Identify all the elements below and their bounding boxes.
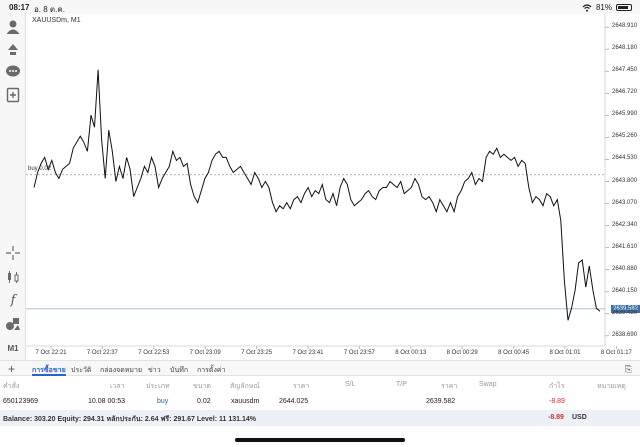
tab-news[interactable]: ข่าว bbox=[148, 367, 161, 374]
order-current-price: 2639.582 bbox=[426, 398, 456, 405]
col-profit: กำไร bbox=[549, 383, 565, 390]
y-tick-label: 2644.530 bbox=[612, 155, 638, 162]
objects-icon[interactable] bbox=[4, 315, 22, 333]
date: อ. 8 ต.ค. bbox=[34, 5, 65, 14]
x-tick-label: 7 Oct 23:57 bbox=[343, 350, 375, 356]
trade-arrows-icon[interactable] bbox=[4, 40, 22, 58]
price-series-line bbox=[33, 69, 601, 321]
order-id: 650123969 bbox=[3, 398, 39, 405]
x-tick-label: 7 Oct 23:41 bbox=[292, 350, 324, 356]
y-tick-label: 2645.260 bbox=[612, 133, 638, 140]
y-tick-label: 2647.450 bbox=[612, 67, 638, 74]
wifi-icon bbox=[582, 3, 592, 12]
y-tick-label: 2638.690 bbox=[612, 331, 638, 338]
chart-canvas[interactable] bbox=[26, 14, 640, 360]
x-tick-label: 8 Oct 01:17 bbox=[600, 350, 632, 356]
y-tick-label: 2642.340 bbox=[612, 221, 638, 228]
col-type: ประเภท bbox=[146, 383, 170, 390]
y-tick-label: 2643.800 bbox=[612, 177, 638, 184]
x-tick-label: 7 Oct 23:25 bbox=[241, 350, 273, 356]
col-swap: Swap bbox=[479, 381, 497, 388]
x-tick-label: 8 Oct 00:45 bbox=[498, 350, 530, 356]
x-tick-label: 7 Oct 23:09 bbox=[189, 350, 221, 356]
price-chart[interactable]: XAUUSDm, M1 buy 0.02 2639.582 2648.910 26… bbox=[26, 14, 640, 360]
x-tick-label: 8 Oct 01:01 bbox=[549, 350, 581, 356]
col-time: เวลา bbox=[110, 383, 125, 390]
status-bar: 08:17 อ. 8 ต.ค. 81% bbox=[0, 0, 640, 14]
table-row[interactable]: 650123969 10.08 00:53 buy 0.02 xauusdm 2… bbox=[0, 395, 640, 409]
x-tick-label: 7 Oct 22:21 bbox=[35, 350, 67, 356]
col-tp: T/P bbox=[396, 381, 407, 388]
add-icon[interactable]: + bbox=[8, 362, 16, 376]
y-tick-label: 2640.880 bbox=[612, 265, 638, 272]
crosshair-icon[interactable] bbox=[4, 244, 22, 262]
account-currency: USD bbox=[572, 414, 587, 421]
battery-icon bbox=[616, 4, 632, 11]
tab-settings[interactable]: การตั้งค่า bbox=[197, 367, 226, 374]
y-tick-label: 2648.180 bbox=[612, 45, 638, 52]
active-tab-indicator bbox=[32, 374, 66, 376]
status-indicators: 81% bbox=[582, 3, 632, 12]
y-tick-label: 2648.910 bbox=[612, 23, 638, 30]
y-tick-label: 2641.610 bbox=[612, 243, 638, 250]
col-comment: หมายเหตุ bbox=[597, 383, 626, 390]
col-price: ราคา bbox=[293, 383, 310, 390]
x-tick-label: 7 Oct 22:53 bbox=[138, 350, 170, 356]
new-order-icon[interactable] bbox=[4, 86, 22, 104]
y-tick-label: 2643.070 bbox=[612, 199, 638, 206]
col-symbol: สัญลักษณ์ bbox=[230, 383, 260, 390]
tab-journal[interactable]: บันทึก bbox=[170, 367, 189, 374]
order-open-price: 2644.025 bbox=[279, 398, 309, 405]
tab-mailbox[interactable]: กล่องจดหมาย bbox=[100, 367, 143, 374]
y-tick-label: 2640.150 bbox=[612, 287, 638, 294]
tab-history[interactable]: ประวัติ bbox=[71, 367, 92, 374]
terminal-tabs: + การซื้อขาย ประวัติ กล่องจดหมาย ข่าว บั… bbox=[0, 360, 640, 376]
chart-toolbar: f M1 bbox=[0, 14, 26, 360]
order-time: 10.08 00:53 bbox=[88, 398, 125, 405]
function-icon[interactable]: f bbox=[10, 292, 16, 308]
buy-line-label: buy 0.02 bbox=[28, 165, 52, 172]
balance-summary: Balance: 303.20 Equity: 294.31 หลักประกั… bbox=[3, 416, 256, 423]
order-type: buy bbox=[157, 398, 169, 405]
x-tick-label: 8 Oct 00:13 bbox=[395, 350, 427, 356]
person-icon[interactable] bbox=[4, 18, 22, 36]
positions-header: คำสั่ง เวลา ประเภท ขนาด สัญลักษณ์ ราคา S… bbox=[0, 378, 640, 392]
col-size: ขนาด bbox=[193, 383, 212, 390]
order-symbol: xauusdm bbox=[231, 398, 260, 405]
total-profit: -8.89 bbox=[548, 414, 564, 421]
tab-trade[interactable]: การซื้อขาย bbox=[32, 367, 66, 374]
clock: 08:17 bbox=[9, 3, 30, 12]
x-tick-label: 7 Oct 22:37 bbox=[86, 350, 118, 356]
timeframe-button[interactable]: M1 bbox=[7, 343, 19, 353]
col-current-price: ราคา bbox=[441, 383, 458, 390]
export-icon[interactable]: ⎘ bbox=[624, 364, 632, 374]
y-tick-label: 2646.720 bbox=[612, 89, 638, 96]
battery-percent: 81% bbox=[595, 3, 612, 12]
candles-icon[interactable] bbox=[4, 268, 22, 286]
order-profit: -8.89 bbox=[549, 398, 565, 405]
col-order: คำสั่ง bbox=[3, 383, 20, 390]
chat-icon[interactable] bbox=[4, 63, 22, 81]
y-tick-label: 2639.420 bbox=[612, 309, 638, 316]
x-tick-label: 8 Oct 00:29 bbox=[446, 350, 478, 356]
symbol-label: XAUUSDm, M1 bbox=[32, 17, 81, 24]
order-size: 0.02 bbox=[197, 398, 211, 405]
current-price-tag: 2639.582 bbox=[611, 304, 640, 313]
y-tick-label: 2645.990 bbox=[612, 111, 638, 118]
col-sl: S/L bbox=[345, 381, 356, 388]
balance-bar: Balance: 303.20 Equity: 294.31 หลักประกั… bbox=[0, 410, 640, 426]
home-indicator[interactable] bbox=[235, 438, 405, 442]
